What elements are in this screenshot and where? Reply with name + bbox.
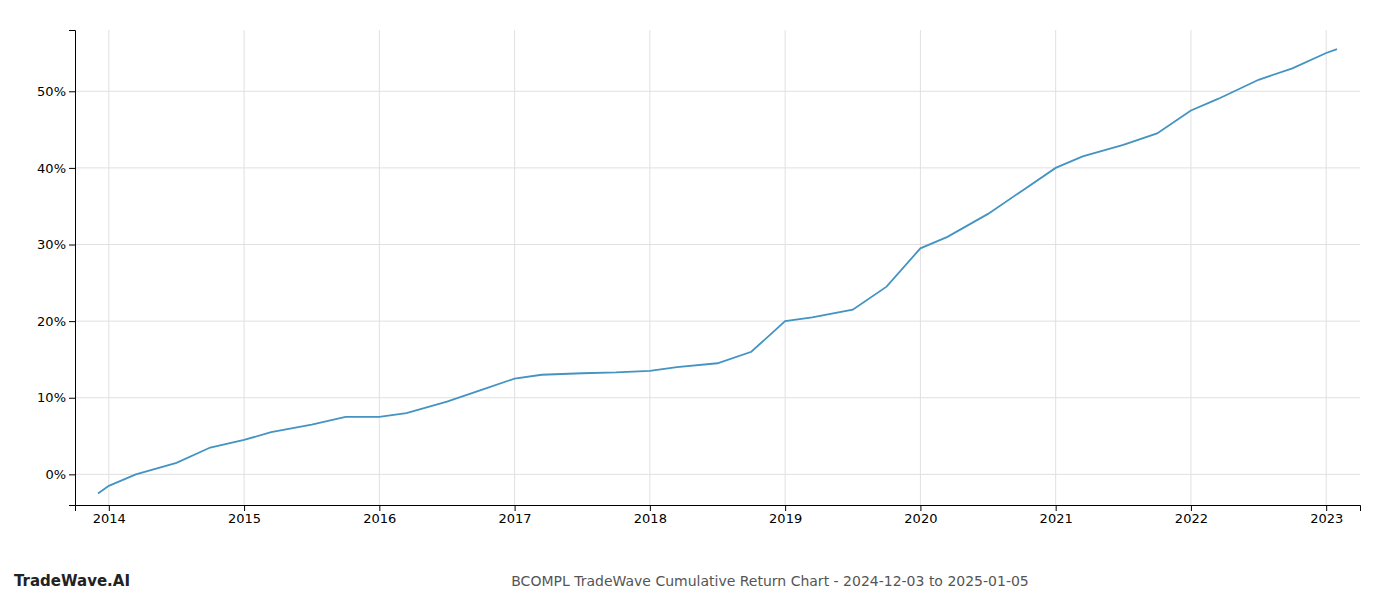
tick-mark (244, 505, 245, 511)
tick-mark (1326, 505, 1327, 511)
tick: 2021 (1040, 505, 1073, 526)
tick-mark (69, 474, 75, 475)
tick-label: 2020 (904, 511, 937, 526)
grid-line (649, 30, 650, 505)
line (98, 49, 1337, 493)
tick-mark (69, 245, 75, 246)
axis-line (76, 506, 1361, 512)
tick-mark (785, 505, 786, 511)
grid-line (379, 30, 380, 505)
grid-line (514, 30, 515, 505)
tick: 2018 (634, 505, 667, 526)
marks (98, 49, 1337, 493)
tick: 2019 (769, 505, 802, 526)
tick: 2016 (363, 505, 396, 526)
chart: 2014 2015 2016 2017 2018 2019 2020 2021 2022 2023… (0, 0, 1400, 600)
tick-label: 0% (45, 467, 66, 482)
tick-mark (920, 505, 921, 511)
tick-mark (69, 168, 75, 169)
tick: 2023 (1310, 505, 1343, 526)
x-axis: 2014 2015 2016 2017 2018 2019 2020 2021 2022 2023 (76, 505, 1361, 526)
tick-label: 40% (37, 161, 66, 176)
tick-label: 2016 (363, 511, 396, 526)
grid (75, 30, 1360, 505)
tick-mark (650, 505, 651, 511)
tick: 0% (45, 467, 75, 482)
grid-line (1055, 30, 1056, 505)
axis-line (69, 31, 76, 506)
title: BCOMPL TradeWave Cumulative Return Chart… (511, 573, 1029, 589)
tick: 30% (37, 237, 75, 252)
tick: 2022 (1175, 505, 1208, 526)
tick-label: 2018 (634, 511, 667, 526)
tick-label: 2022 (1175, 511, 1208, 526)
grid-line (75, 244, 1360, 245)
tick-label: 2023 (1310, 511, 1343, 526)
tick: 20% (37, 314, 75, 329)
grid-line (75, 397, 1360, 398)
tick-label: 20% (37, 314, 66, 329)
grid-line (75, 91, 1360, 92)
tick-label: 50% (37, 84, 66, 99)
tick-mark (69, 398, 75, 399)
tick: 40% (37, 161, 75, 176)
tick: 50% (37, 84, 75, 99)
grid-line (75, 474, 1360, 475)
tick-label: 2017 (499, 511, 532, 526)
plot: 2014 2015 2016 2017 2018 2019 2020 2021 2022 2023… (37, 30, 1360, 526)
tick: 2014 (93, 505, 126, 526)
grid-line (1326, 30, 1327, 505)
grid-line (1190, 30, 1191, 505)
tick-label: 2021 (1040, 511, 1073, 526)
watermark: TradeWave.AI (14, 572, 130, 590)
tick: 2017 (499, 505, 532, 526)
y-axis: 0% 10% 20% 30% 40% 50% (37, 31, 75, 506)
tick-mark (515, 505, 516, 511)
tick-mark (69, 91, 75, 92)
tick: 10% (37, 390, 75, 405)
tick-mark (1191, 505, 1192, 511)
tick-label: 2014 (93, 511, 126, 526)
tick-label: 2019 (769, 511, 802, 526)
grid-line (108, 30, 109, 505)
tick: 2015 (228, 505, 261, 526)
tick-mark (69, 321, 75, 322)
grid-line (920, 30, 921, 505)
tick-label: 10% (37, 390, 66, 405)
tick-mark (109, 505, 110, 511)
grid-line (75, 167, 1360, 168)
tick-label: 30% (37, 237, 66, 252)
tick: 2020 (904, 505, 937, 526)
tick-mark (1056, 505, 1057, 511)
tick-label: 2015 (228, 511, 261, 526)
grid-line (75, 321, 1360, 322)
grid-line (244, 30, 245, 505)
tick-mark (379, 505, 380, 511)
grid-line (785, 30, 786, 505)
